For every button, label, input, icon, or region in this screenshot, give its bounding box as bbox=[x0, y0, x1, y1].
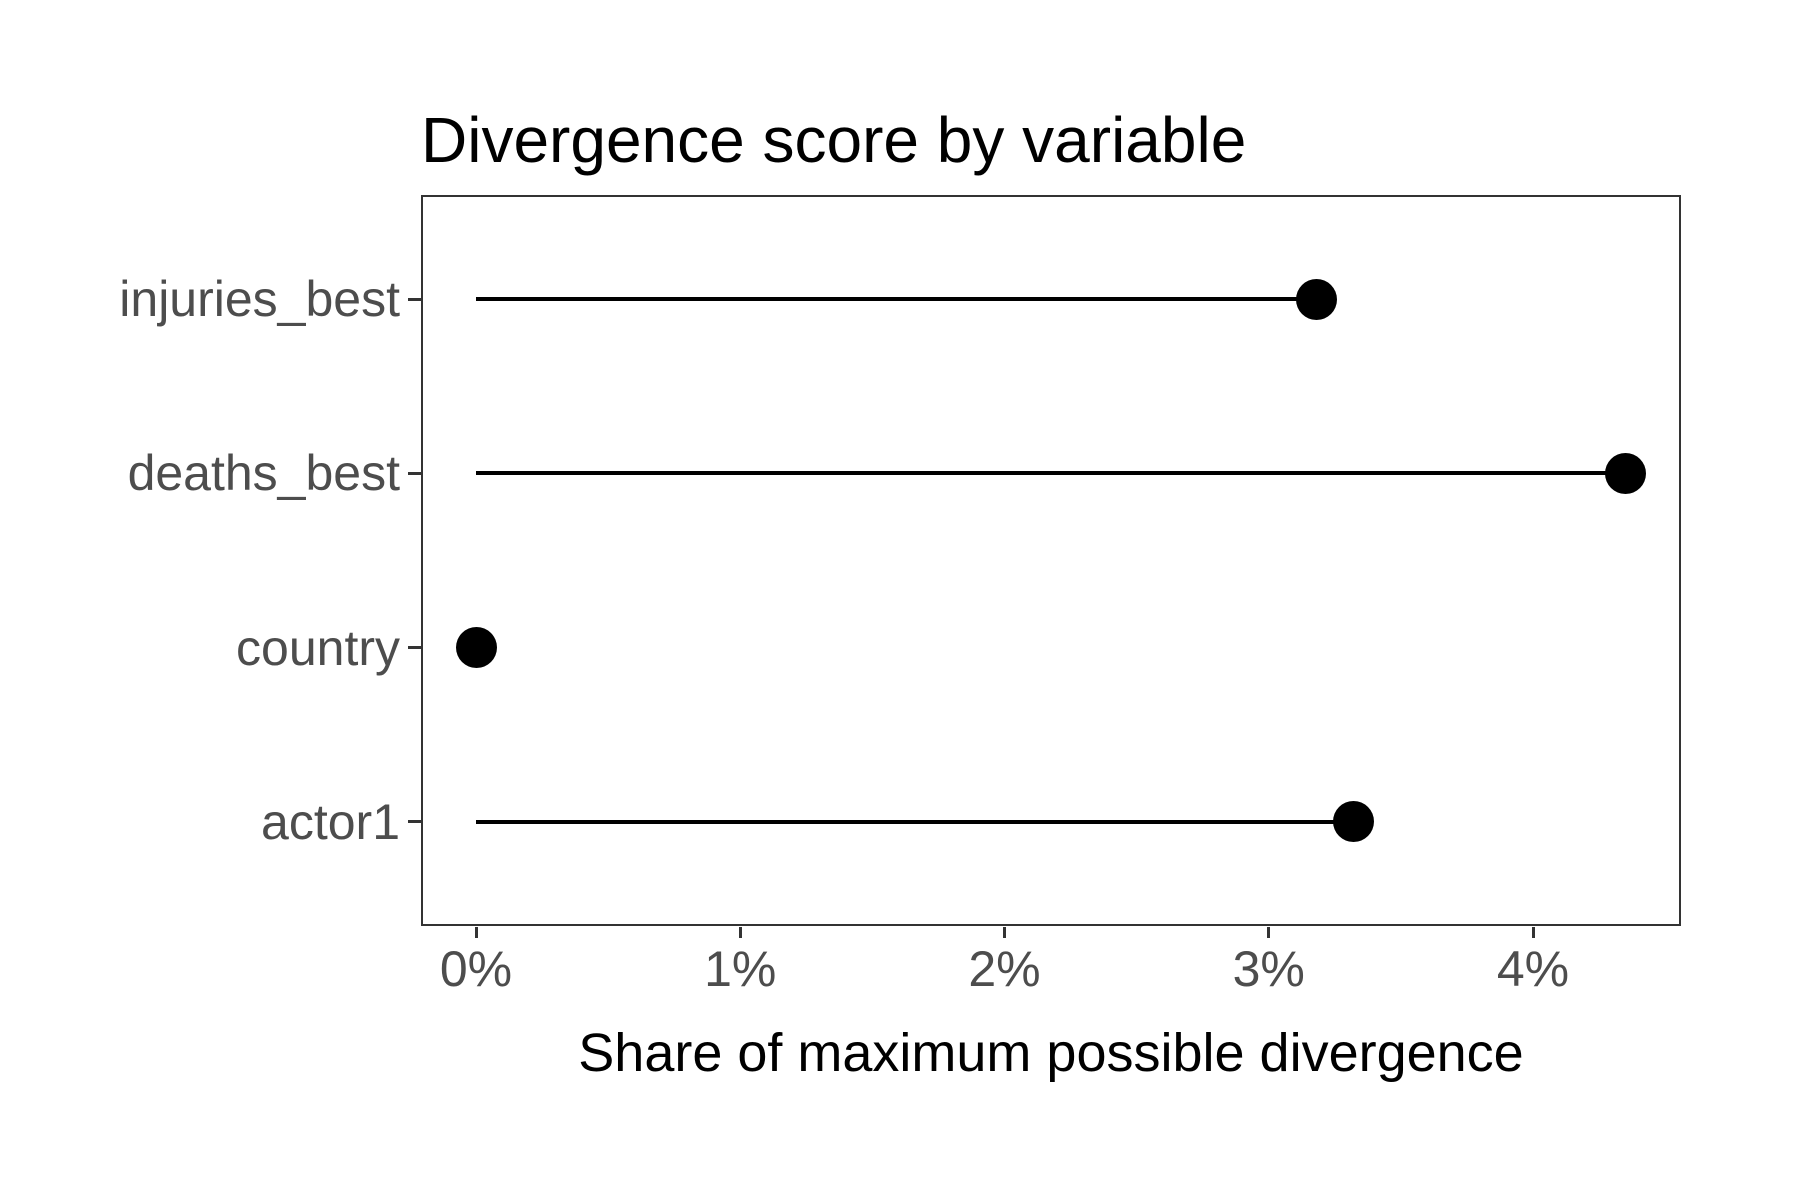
x-axis-tick-label-0%: 0% bbox=[439, 941, 513, 997]
y-axis-label-country: country bbox=[236, 619, 400, 676]
y-axis-label-injuries_best: injuries_best bbox=[119, 271, 400, 328]
lollipop-stem-injuries_best bbox=[476, 297, 1317, 302]
x-axis-tick-label-3%: 3% bbox=[1232, 941, 1305, 997]
x-axis-tick-label-1%: 1% bbox=[704, 941, 777, 997]
x-axis-tick-label-2%: 2% bbox=[968, 941, 1041, 997]
x-axis-tick bbox=[1531, 927, 1535, 938]
lollipop-point-injuries_best bbox=[1295, 278, 1337, 320]
lollipop-stem-actor1 bbox=[476, 819, 1354, 824]
y-axis-label-deaths_best: deaths_best bbox=[127, 445, 400, 502]
lollipop-point-deaths_best bbox=[1604, 452, 1646, 494]
y-axis-tick bbox=[408, 471, 421, 475]
chart-title: Divergence score by variable bbox=[421, 104, 1247, 176]
x-axis-tick bbox=[1267, 927, 1271, 938]
y-axis-tick bbox=[408, 646, 421, 650]
lollipop-stem-deaths_best bbox=[476, 471, 1626, 476]
plot-panel bbox=[421, 195, 1681, 926]
lollipop-point-actor1 bbox=[1332, 801, 1374, 843]
x-axis-tick-label-4%: 4% bbox=[1496, 941, 1570, 997]
x-axis-tick bbox=[474, 927, 478, 938]
y-axis-tick bbox=[408, 297, 421, 301]
lollipop-point-country bbox=[455, 627, 497, 669]
y-axis-tick bbox=[408, 820, 421, 824]
x-axis-title: Share of maximum possible divergence bbox=[578, 1023, 1524, 1083]
x-axis-tick bbox=[738, 927, 742, 938]
y-axis-label-actor1: actor1 bbox=[261, 793, 400, 850]
x-axis-tick bbox=[1003, 927, 1006, 938]
